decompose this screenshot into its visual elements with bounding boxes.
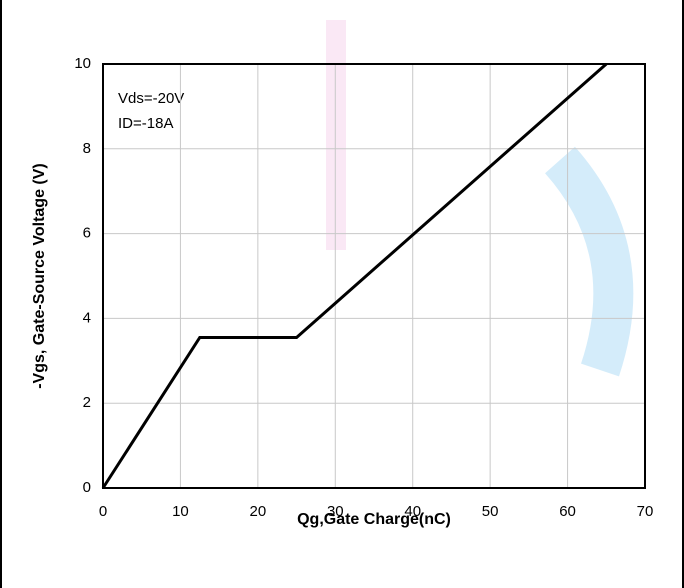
- y-tick-label: 6: [83, 225, 91, 242]
- annotation: Vds=-20V: [118, 90, 184, 107]
- watermark: [544, 146, 634, 377]
- x-tick-label: 0: [99, 503, 107, 520]
- x-tick-label: 20: [250, 503, 267, 520]
- watermark: [326, 20, 346, 250]
- x-tick-label: 70: [637, 503, 654, 520]
- x-tick-label: 40: [404, 503, 421, 520]
- annotation: ID=-18A: [118, 115, 173, 132]
- y-axis-title: -Vgs, Gate-Source Voltage (V): [31, 163, 48, 389]
- x-tick-label: 60: [559, 503, 576, 520]
- y-tick-label: 2: [83, 394, 91, 411]
- y-tick-label: 4: [83, 309, 91, 326]
- data-line: [101, 62, 608, 489]
- x-tick-label: 30: [327, 503, 344, 520]
- y-tick-label: 0: [83, 479, 91, 496]
- y-tick-label: 10: [74, 55, 91, 72]
- x-axis-title: Qg,Gate Charge(nC): [297, 511, 451, 528]
- x-tick-label: 10: [172, 503, 189, 520]
- plot-border: [102, 63, 646, 489]
- y-tick-label: 8: [83, 140, 91, 157]
- x-tick-label: 50: [482, 503, 499, 520]
